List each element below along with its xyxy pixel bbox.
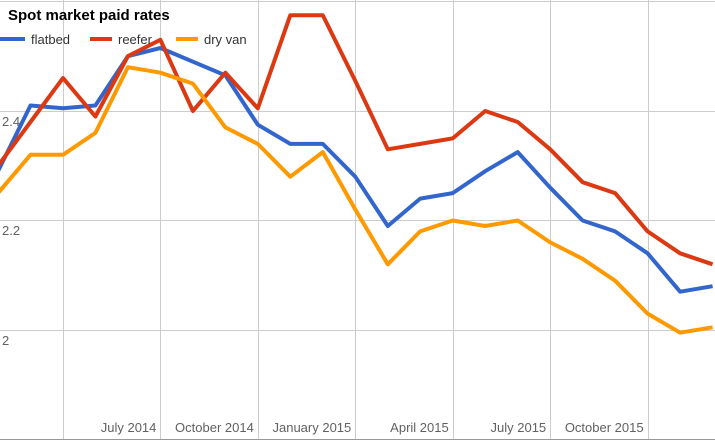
x-axis-label: October 2014 <box>175 420 254 435</box>
legend-item-flatbed: flatbed <box>0 31 70 47</box>
chart-title: Spot market paid rates <box>8 7 170 24</box>
y-axis-label: 2.4 <box>2 113 21 129</box>
dryvan-line-swatch-icon <box>176 37 198 41</box>
legend: flatbed reefer dry van <box>0 31 300 47</box>
x-axis-label: July 2015 <box>490 420 547 435</box>
legend-label-dryvan: dry van <box>204 31 247 47</box>
x-axis-label: January 2015 <box>272 420 352 435</box>
reefer-line <box>0 13 714 267</box>
x-axis-label: October 2015 <box>564 420 644 435</box>
legend-item-dryvan: dry van <box>176 31 247 47</box>
reefer-line-swatch-icon <box>90 37 112 41</box>
dryvan-line <box>0 65 713 335</box>
legend-label-flatbed: flatbed <box>31 31 71 47</box>
flatbed-line-swatch-icon <box>0 37 25 41</box>
x-axis-label: April 2015 <box>390 420 449 435</box>
y-axis-label: 2.2 <box>2 223 21 238</box>
legend-label-reefer: reefer <box>118 31 152 47</box>
x-axis-label: July 2014 <box>100 420 157 435</box>
y-axis-label: 2 <box>2 332 10 348</box>
legend-item-reefer: reefer <box>90 31 152 47</box>
